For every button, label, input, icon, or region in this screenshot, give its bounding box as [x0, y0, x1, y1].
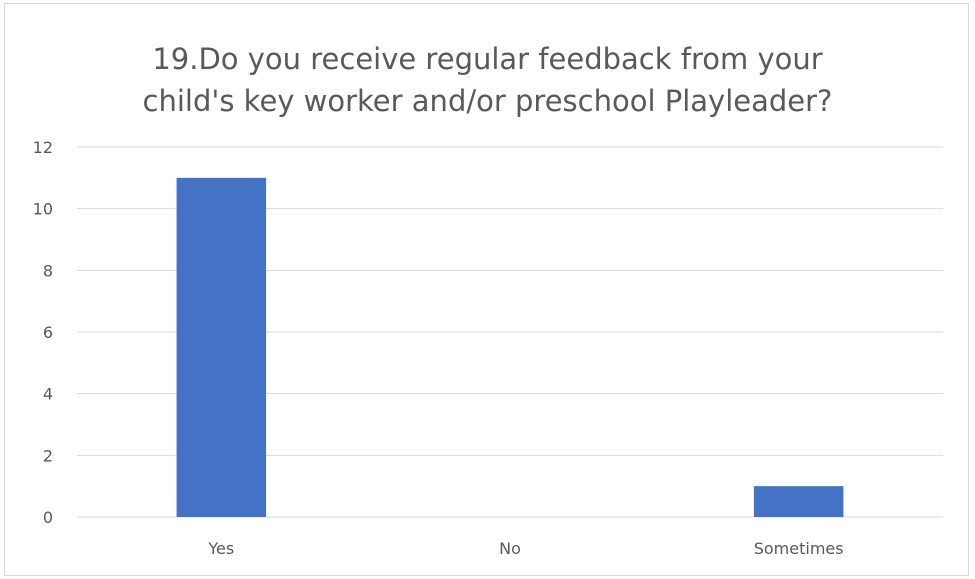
bar-yes [176, 177, 267, 518]
chart-title-line-2: child's key worker and/or preschool Play… [142, 84, 833, 118]
y-tick-label-8: 8 [43, 261, 53, 280]
x-category-label-yes: Yes [207, 539, 234, 558]
x-category-label-no: No [499, 539, 521, 558]
y-axis-tick-labels: 0 2 4 6 8 10 12 [33, 138, 53, 527]
y-tick-label-2: 2 [43, 446, 53, 465]
x-category-label-sometimes: Sometimes [754, 539, 844, 558]
chart-title-line-1: 19.Do you receive regular feedback from … [152, 42, 823, 76]
x-axis-category-labels: Yes No Sometimes [207, 539, 843, 558]
y-tick-label-10: 10 [33, 200, 53, 219]
y-tick-label-4: 4 [43, 385, 53, 404]
bars [176, 177, 844, 518]
chart-title: 19.Do you receive regular feedback from … [0, 38, 975, 122]
chart-frame [4, 3, 969, 576]
bar-sometimes [753, 486, 844, 517]
y-tick-label-12: 12 [33, 138, 53, 157]
y-tick-label-0: 0 [43, 508, 53, 527]
y-tick-label-6: 6 [43, 323, 53, 342]
